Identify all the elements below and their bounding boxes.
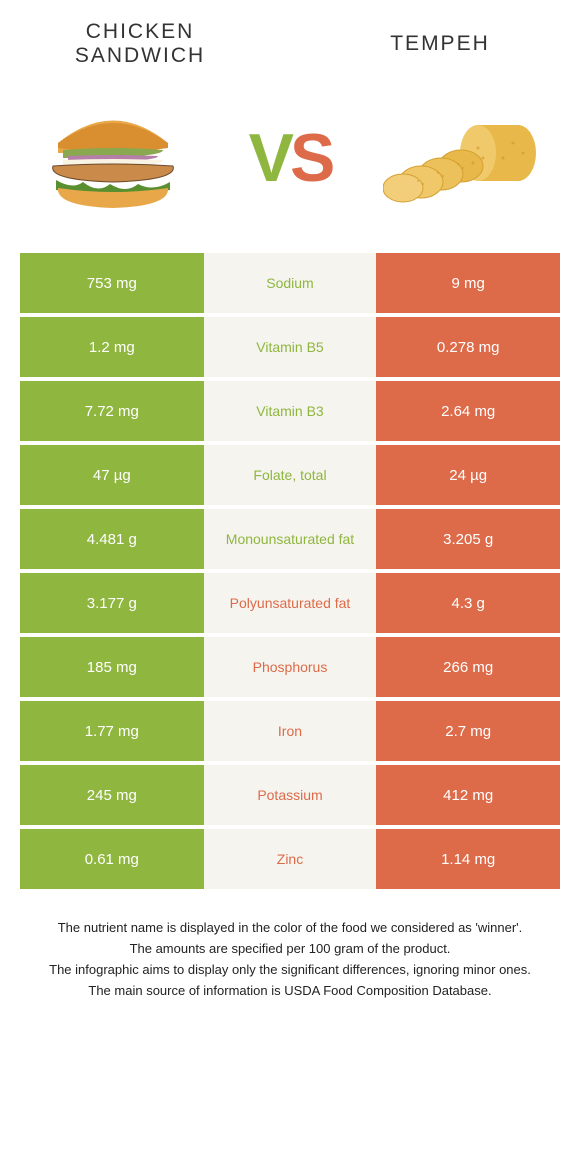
footnote-line: The main source of information is USDA F… xyxy=(28,982,552,1001)
images-row: VS xyxy=(20,93,560,223)
nutrient-value-left: 1.2 mg xyxy=(20,317,204,377)
nutrient-name: Potassium xyxy=(204,765,377,825)
nutrient-row: 1.2 mgVitamin B50.278 mg xyxy=(20,317,560,377)
nutrient-value-right: 1.14 mg xyxy=(376,829,560,889)
nutrient-value-right: 2.7 mg xyxy=(376,701,560,761)
nutrient-value-left: 0.61 mg xyxy=(20,829,204,889)
nutrient-value-right: 4.3 g xyxy=(376,573,560,633)
nutrient-name: Phosphorus xyxy=(204,637,377,697)
nutrient-row: 7.72 mgVitamin B32.64 mg xyxy=(20,381,560,441)
footnote-line: The nutrient name is displayed in the co… xyxy=(28,919,552,938)
nutrient-name: Vitamin B5 xyxy=(204,317,377,377)
title-row: CHICKEN SANDWICH TEMPEH xyxy=(20,20,560,68)
nutrient-value-right: 9 mg xyxy=(376,253,560,313)
food-title-left: CHICKEN SANDWICH xyxy=(20,20,260,68)
nutrient-row: 3.177 gPolyunsaturated fat4.3 g xyxy=(20,573,560,633)
nutrient-row: 47 µgFolate, total24 µg xyxy=(20,445,560,505)
nutrient-value-right: 24 µg xyxy=(376,445,560,505)
nutrient-value-right: 3.205 g xyxy=(376,509,560,569)
nutrient-value-left: 753 mg xyxy=(20,253,204,313)
nutrient-value-left: 4.481 g xyxy=(20,509,204,569)
nutrient-name: Monounsaturated fat xyxy=(204,509,377,569)
nutrient-value-right: 266 mg xyxy=(376,637,560,697)
comparison-infographic: CHICKEN SANDWICH TEMPEH xyxy=(0,0,580,1022)
nutrient-name: Iron xyxy=(204,701,377,761)
food-title-right: TEMPEH xyxy=(320,32,560,56)
nutrient-name: Polyunsaturated fat xyxy=(204,573,377,633)
footnotes: The nutrient name is displayed in the co… xyxy=(20,919,560,1000)
nutrient-value-left: 47 µg xyxy=(20,445,204,505)
sandwich-image xyxy=(25,93,200,223)
footnote-line: The amounts are specified per 100 gram o… xyxy=(28,940,552,959)
vs-label: VS xyxy=(249,124,332,192)
nutrient-value-right: 2.64 mg xyxy=(376,381,560,441)
nutrient-row: 185 mgPhosphorus266 mg xyxy=(20,637,560,697)
nutrient-value-left: 1.77 mg xyxy=(20,701,204,761)
nutrient-name: Vitamin B3 xyxy=(204,381,377,441)
nutrient-value-left: 3.177 g xyxy=(20,573,204,633)
tempeh-image xyxy=(380,93,555,223)
nutrient-row: 0.61 mgZinc1.14 mg xyxy=(20,829,560,889)
nutrient-row: 245 mgPotassium412 mg xyxy=(20,765,560,825)
nutrient-value-left: 7.72 mg xyxy=(20,381,204,441)
nutrient-table: 753 mgSodium9 mg1.2 mgVitamin B50.278 mg… xyxy=(20,253,560,889)
nutrient-name: Folate, total xyxy=(204,445,377,505)
footnote-line: The infographic aims to display only the… xyxy=(28,961,552,980)
nutrient-name: Zinc xyxy=(204,829,377,889)
nutrient-row: 753 mgSodium9 mg xyxy=(20,253,560,313)
nutrient-value-left: 185 mg xyxy=(20,637,204,697)
nutrient-value-right: 412 mg xyxy=(376,765,560,825)
nutrient-row: 1.77 mgIron2.7 mg xyxy=(20,701,560,761)
nutrient-row: 4.481 gMonounsaturated fat3.205 g xyxy=(20,509,560,569)
nutrient-name: Sodium xyxy=(204,253,377,313)
nutrient-value-left: 245 mg xyxy=(20,765,204,825)
nutrient-value-right: 0.278 mg xyxy=(376,317,560,377)
